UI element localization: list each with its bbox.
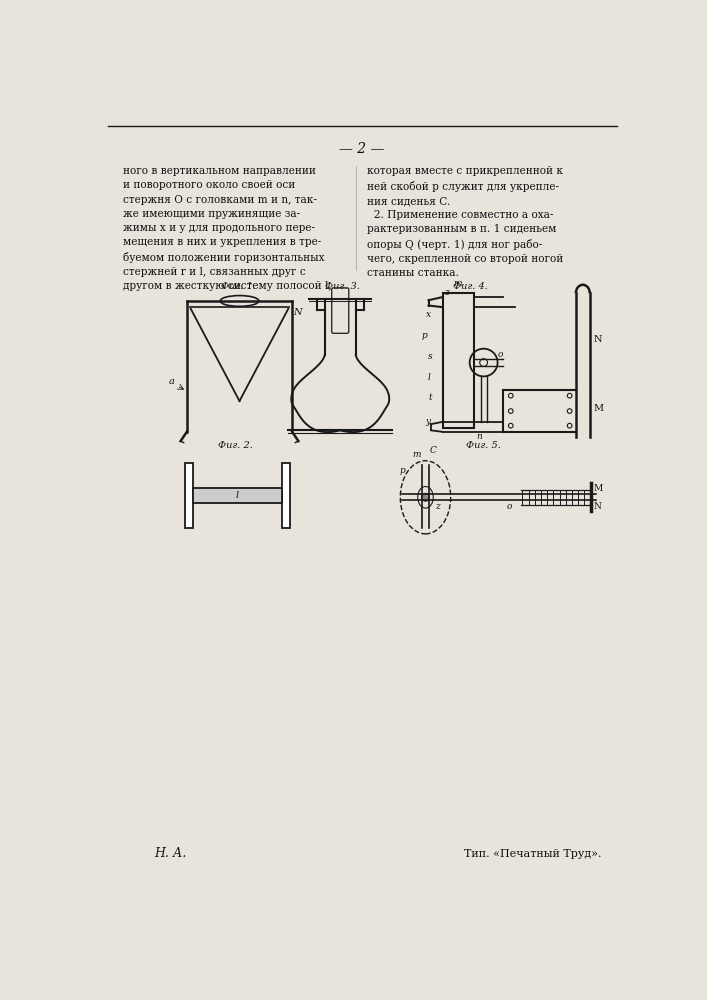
Text: y: y [426, 417, 431, 426]
Text: — 2 —: — 2 — [339, 142, 385, 156]
Text: ного в вертикальном направлении
и поворотного около своей оси
стержня O с головк: ного в вертикальном направлении и поворо… [123, 166, 332, 291]
Text: l: l [428, 373, 431, 382]
Text: p: p [399, 466, 405, 475]
Text: Фиг. 1.: Фиг. 1. [221, 282, 255, 291]
Text: o: o [498, 350, 503, 359]
Text: M: M [594, 484, 603, 493]
Bar [282, 463, 290, 528]
Text: x: x [426, 310, 431, 319]
Bar [185, 463, 193, 528]
Text: s: s [428, 352, 433, 361]
Text: Н. А.: Н. А. [154, 847, 187, 860]
Text: N: N [293, 308, 301, 317]
Circle shape [421, 493, 429, 501]
Text: m: m [453, 279, 462, 288]
Text: l: l [236, 491, 239, 500]
Text: a: a [168, 377, 174, 386]
Text: z: z [435, 502, 440, 511]
Text: Фиг. 3.: Фиг. 3. [325, 282, 360, 291]
Text: Тип. «Печатный Труд».: Тип. «Печатный Труд». [464, 849, 602, 859]
Text: которая вместе с прикрепленной к
ней скобой p служит для укрепле-
ния сиденья C.: которая вместе с прикрепленной к ней ско… [368, 166, 563, 278]
Bar [193, 488, 282, 503]
Text: Фиг. 4.: Фиг. 4. [452, 282, 488, 291]
Text: n: n [476, 432, 481, 441]
Text: N: N [594, 502, 602, 511]
Text: M: M [594, 404, 604, 413]
Text: m: m [412, 450, 421, 459]
Text: Фиг. 2.: Фиг. 2. [218, 441, 253, 450]
Text: z: z [444, 288, 449, 297]
Text: N: N [594, 335, 602, 344]
Text: C: C [429, 446, 436, 455]
Text: t: t [429, 393, 433, 402]
Text: p: p [421, 331, 427, 340]
Text: Фиг. 5.: Фиг. 5. [466, 441, 501, 450]
Text: o: o [506, 502, 512, 511]
